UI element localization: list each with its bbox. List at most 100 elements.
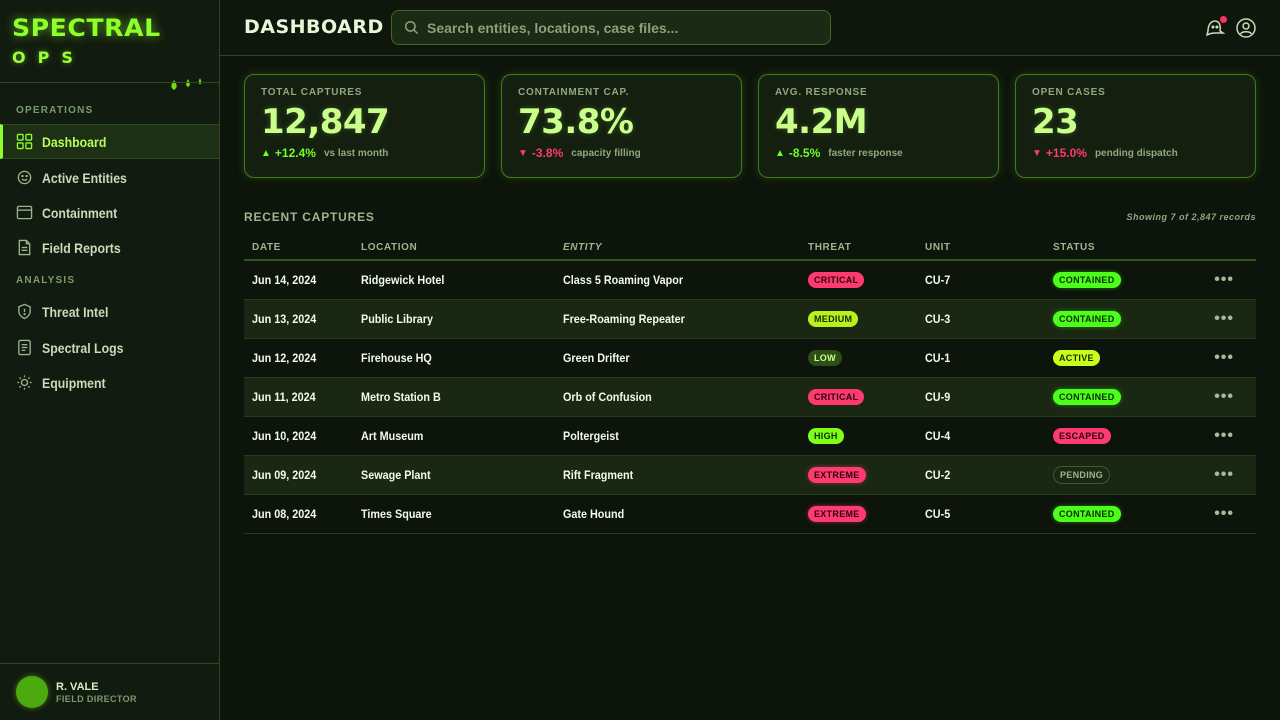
stat-value: 4.2M [775,102,868,142]
avatar [16,676,48,708]
cell-unit: CU-3 [925,312,951,326]
notifications-button[interactable] [1204,16,1227,39]
cell-entity: Free-Roaming Repeater [563,312,685,326]
more-options-icon[interactable]: ••• [1214,427,1234,444]
column-header-status[interactable]: STATUS [1053,242,1096,253]
user-profile[interactable]: R. VALE FIELD DIRECTOR [0,663,219,720]
sidebar-item-label: Spectral Logs [42,339,124,356]
cell-unit: CU-4 [925,429,951,443]
sidebar-item-field-reports[interactable]: Field Reports [0,230,219,265]
threat-badge: CRITICAL [808,389,865,405]
log-icon [18,339,31,356]
cell-location: Art Museum [361,429,424,443]
search-box[interactable] [391,10,831,45]
table-row[interactable]: Jun 11, 2024 Metro Station B Orb of Confus… [244,378,1256,417]
column-header-unit[interactable]: UNIT [925,242,951,253]
table-row[interactable]: Jun 08, 2024 Times Square Gate Hound EXTREM… [244,495,1256,534]
cell-entity: Orb of Confusion [563,390,652,404]
more-options-icon[interactable]: ••• [1214,310,1234,327]
sidebar-item-label: Dashboard [42,133,107,150]
table-row[interactable]: Jun 09, 2024 Sewage Plant Rift Fragment EXT… [244,456,1256,495]
cell-location: Public Library [361,312,434,326]
table-row[interactable]: Jun 12, 2024 Firehouse HQ Green Drifter LOW… [244,339,1256,378]
cell-entity: Rift Fragment [563,468,634,482]
table-row[interactable]: Jun 13, 2024 Public Library Free-Roaming R… [244,300,1256,339]
records-count: Showing 7 of 2,847 records [1126,212,1256,222]
more-options-icon[interactable]: ••• [1214,271,1234,288]
status-badge: CONTAINED [1053,272,1121,288]
sidebar-item-label: Field Reports [42,239,121,256]
trend-down-icon: ▼ [518,147,528,159]
status-badge: CONTAINED [1053,506,1121,522]
ghost-alert-icon [1205,20,1226,37]
sidebar-item-label: Containment [42,204,118,221]
sidebar-item-label: Threat Intel [42,303,109,320]
stat-value: 23 [1032,102,1079,142]
stat-note: faster response [828,147,903,159]
sidebar-item-spectral-logs[interactable]: Spectral Logs [0,330,219,365]
column-header-threat[interactable]: THREAT [808,242,852,253]
cell-location: Sewage Plant [361,468,431,482]
column-header-date[interactable]: DATE [252,242,281,253]
face-icon [17,170,32,185]
stat-delta: +15.0% [1045,146,1087,160]
trend-up-icon: ▲ [775,147,785,159]
cell-date: Jun 09, 2024 [252,468,317,482]
window-icon [16,205,33,220]
cell-location: Metro Station B [361,390,441,404]
stat-label: CONTAINMENT CAP. [518,87,630,98]
captures-table: DATE LOCATION ENTITY THREAT UNIT STATUS … [244,236,1256,534]
stat-label: OPEN CASES [1032,87,1106,98]
cell-date: Jun 13, 2024 [252,312,317,326]
table-row[interactable]: Jun 14, 2024 Ridgewick Hotel Class 5 Roami… [244,261,1256,300]
brand-divider [0,82,219,83]
stat-note: capacity filling [571,147,641,159]
brand-title: SPECTRAL [12,14,161,42]
brand-logo[interactable]: SPECTRAL OPS [12,14,160,67]
cell-unit: CU-5 [925,507,951,521]
status-badge: ESCAPED [1053,428,1111,444]
stat-card-total-captures: TOTAL CAPTURES 12,847 ▲ +12.4% vs last m… [244,74,485,178]
more-options-icon[interactable]: ••• [1214,466,1234,483]
stat-delta: +12.4% [274,146,316,160]
user-circle-icon [1236,18,1256,38]
sidebar-item-dashboard[interactable]: Dashboard [0,124,219,159]
table-row[interactable]: Jun 10, 2024 Art Museum Poltergeist HIGH CU-… [244,417,1256,456]
cell-date: Jun 14, 2024 [252,273,317,287]
stat-label: TOTAL CAPTURES [261,87,363,98]
status-badge: ACTIVE [1053,350,1100,366]
column-header-entity[interactable]: ENTITY [563,242,603,253]
user-role: FIELD DIRECTOR [56,693,137,704]
sidebar-item-containment[interactable]: Containment [0,195,219,230]
cell-entity: Green Drifter [563,351,630,365]
cell-entity: Class 5 Roaming Vapor [563,273,684,287]
sidebar-item-threat-intel[interactable]: Threat Intel [0,294,219,329]
threat-badge: EXTREME [808,506,866,522]
trend-down-icon: ▼ [1032,147,1042,159]
account-button[interactable] [1235,17,1257,39]
more-options-icon[interactable]: ••• [1214,349,1234,366]
cell-date: Jun 08, 2024 [252,507,317,521]
cell-location: Times Square [361,507,432,521]
shield-icon [18,303,31,320]
status-badge: CONTAINED [1053,389,1121,405]
table-header: DATE LOCATION ENTITY THREAT UNIT STATUS [244,236,1256,261]
more-options-icon[interactable]: ••• [1214,505,1234,522]
nav-section-analysis: ANALYSIS [16,275,76,286]
stat-note: pending dispatch [1094,147,1178,159]
status-badge: PENDING [1053,466,1111,484]
cell-location: Ridgewick Hotel [361,273,445,287]
sidebar-item-equipment[interactable]: Equipment [0,365,219,400]
document-icon [18,239,31,256]
top-header: DASHBOARD [220,0,1280,56]
section-title: RECENT CAPTURES [244,210,375,224]
threat-badge: CRITICAL [808,272,865,288]
sidebar-item-active-entities[interactable]: Active Entities [0,160,219,195]
more-options-icon[interactable]: ••• [1214,388,1234,405]
cell-entity: Gate Hound [563,507,625,521]
column-header-location[interactable]: LOCATION [361,242,418,253]
notification-dot [1220,16,1227,23]
cell-date: Jun 10, 2024 [252,429,317,443]
search-input[interactable] [427,19,817,36]
cell-date: Jun 12, 2024 [252,351,317,365]
